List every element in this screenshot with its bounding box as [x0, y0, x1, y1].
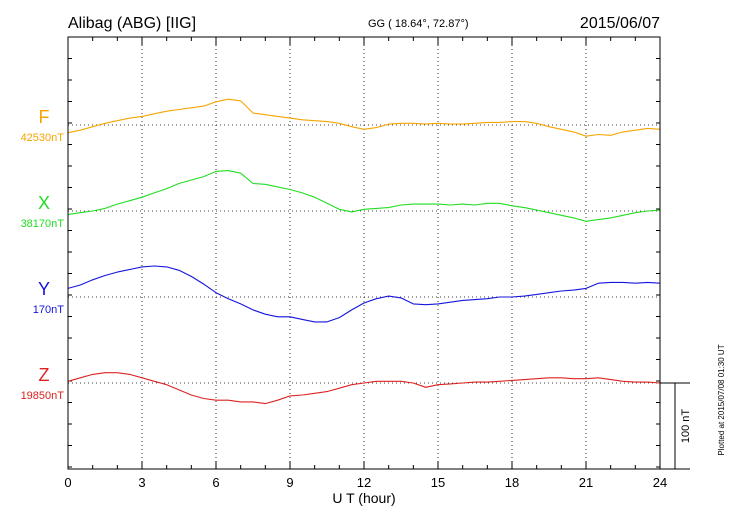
x-tick-label: 21: [579, 475, 593, 490]
series-name-x: X: [38, 193, 50, 213]
grid-lines: [68, 37, 660, 469]
geo-coordinates: GG ( 18.64°, 72.87°): [368, 18, 469, 30]
trace-y: [67, 265, 661, 323]
x-tick-label: 3: [138, 475, 145, 490]
record-date: 2015/06/07: [580, 15, 660, 32]
x-tick-label: 0: [64, 475, 71, 490]
traces: [67, 98, 661, 405]
axis-ticks: [67, 37, 661, 469]
x-tick-label: 24: [653, 475, 667, 490]
trace-f: [67, 98, 661, 137]
baseline-label-y: 170nT: [33, 304, 64, 316]
x-tick-label: 15: [431, 475, 445, 490]
station-title: Alibag (ABG) [IIG]: [68, 15, 196, 32]
baseline-label-z: 19850nT: [21, 390, 65, 402]
series-name-y: Y: [38, 279, 50, 299]
baseline-label-x: 38170nT: [21, 218, 65, 230]
baseline-label-f: 42530nT: [21, 132, 65, 144]
x-axis-label: U T (hour): [332, 490, 395, 506]
x-tick-label: 9: [286, 475, 293, 490]
series-name-f: F: [39, 107, 50, 127]
x-tick-label: 6: [212, 475, 219, 490]
x-tick-labels: 0 3 6 9 12 15 18 21 24: [64, 475, 667, 490]
series-name-z: Z: [39, 365, 50, 385]
plotted-note: Plotted at 2015/07/08 01:30 UT: [717, 344, 726, 455]
trace-z: [67, 372, 661, 405]
trace-x: [67, 170, 661, 222]
scale-bar: 100 nT: [660, 382, 692, 470]
scale-bar-label: 100 nT: [680, 409, 692, 444]
series-labels: F 42530nT X 38170nT Y 170nT Z 19850nT: [21, 107, 65, 402]
x-tick-label: 18: [505, 475, 519, 490]
plot-frame: [67, 36, 661, 470]
x-tick-label: 12: [357, 475, 371, 490]
